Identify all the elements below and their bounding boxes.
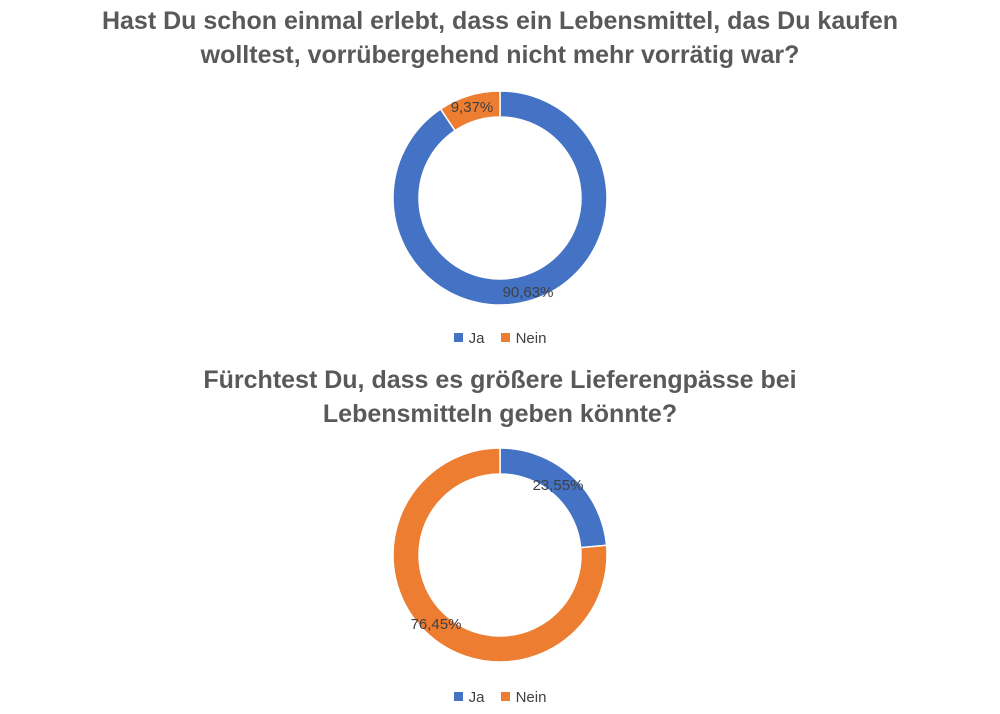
- legend-label-nein: Nein: [515, 689, 547, 706]
- donut-plot: 23,55% 76,45%: [392, 447, 608, 663]
- donut-chart-lieferengpaesse: Fürchtest Du, dass es größere Lieferengp…: [0, 357, 1000, 714]
- data-label-nein: 76,45%: [411, 616, 462, 633]
- data-label-nein: 9,37%: [451, 99, 494, 116]
- data-label-ja: 23,55%: [533, 477, 584, 494]
- legend-item-ja: Ja: [453, 330, 485, 347]
- legend-swatch-ja: [453, 333, 463, 342]
- chart-title-line-2: Lebensmitteln geben könnte?: [322, 400, 678, 428]
- donut-plot: 90,63% 9,37%: [392, 90, 608, 306]
- chart-title-line-1: Hast Du schon einmal erlebt, dass ein Le…: [101, 7, 899, 35]
- chart-title-line-2: wolltest, vorrübergehend nicht mehr vorr…: [200, 41, 800, 69]
- chart-legend: Ja Nein: [0, 689, 1000, 706]
- legend-label-nein: Nein: [515, 330, 547, 347]
- legend-item-ja: Ja: [453, 689, 485, 706]
- donut-chart-vorraetig: Hast Du schon einmal erlebt, dass ein Le…: [0, 4, 1000, 347]
- donut-slice-nein: [439, 90, 501, 132]
- chart-legend: Ja Nein: [0, 330, 1000, 347]
- legend-item-nein: Nein: [500, 330, 547, 347]
- data-label-ja: 90,63%: [503, 284, 554, 301]
- donut-slice-nein: [392, 447, 608, 663]
- legend-swatch-nein: [500, 333, 510, 342]
- legend-label-ja: Ja: [468, 689, 485, 706]
- donut-slice-ja: [499, 447, 608, 549]
- legend-swatch-nein: [500, 692, 510, 701]
- chart-title-line-1: Fürchtest Du, dass es größere Lieferengp…: [203, 366, 797, 394]
- donut-slice-ja: [392, 90, 608, 306]
- chart-title: Fürchtest Du, dass es größere Lieferengp…: [0, 363, 1000, 431]
- legend-item-nein: Nein: [500, 689, 547, 706]
- chart-title: Hast Du schon einmal erlebt, dass ein Le…: [0, 4, 1000, 72]
- legend-label-ja: Ja: [468, 330, 485, 347]
- legend-swatch-ja: [453, 692, 463, 701]
